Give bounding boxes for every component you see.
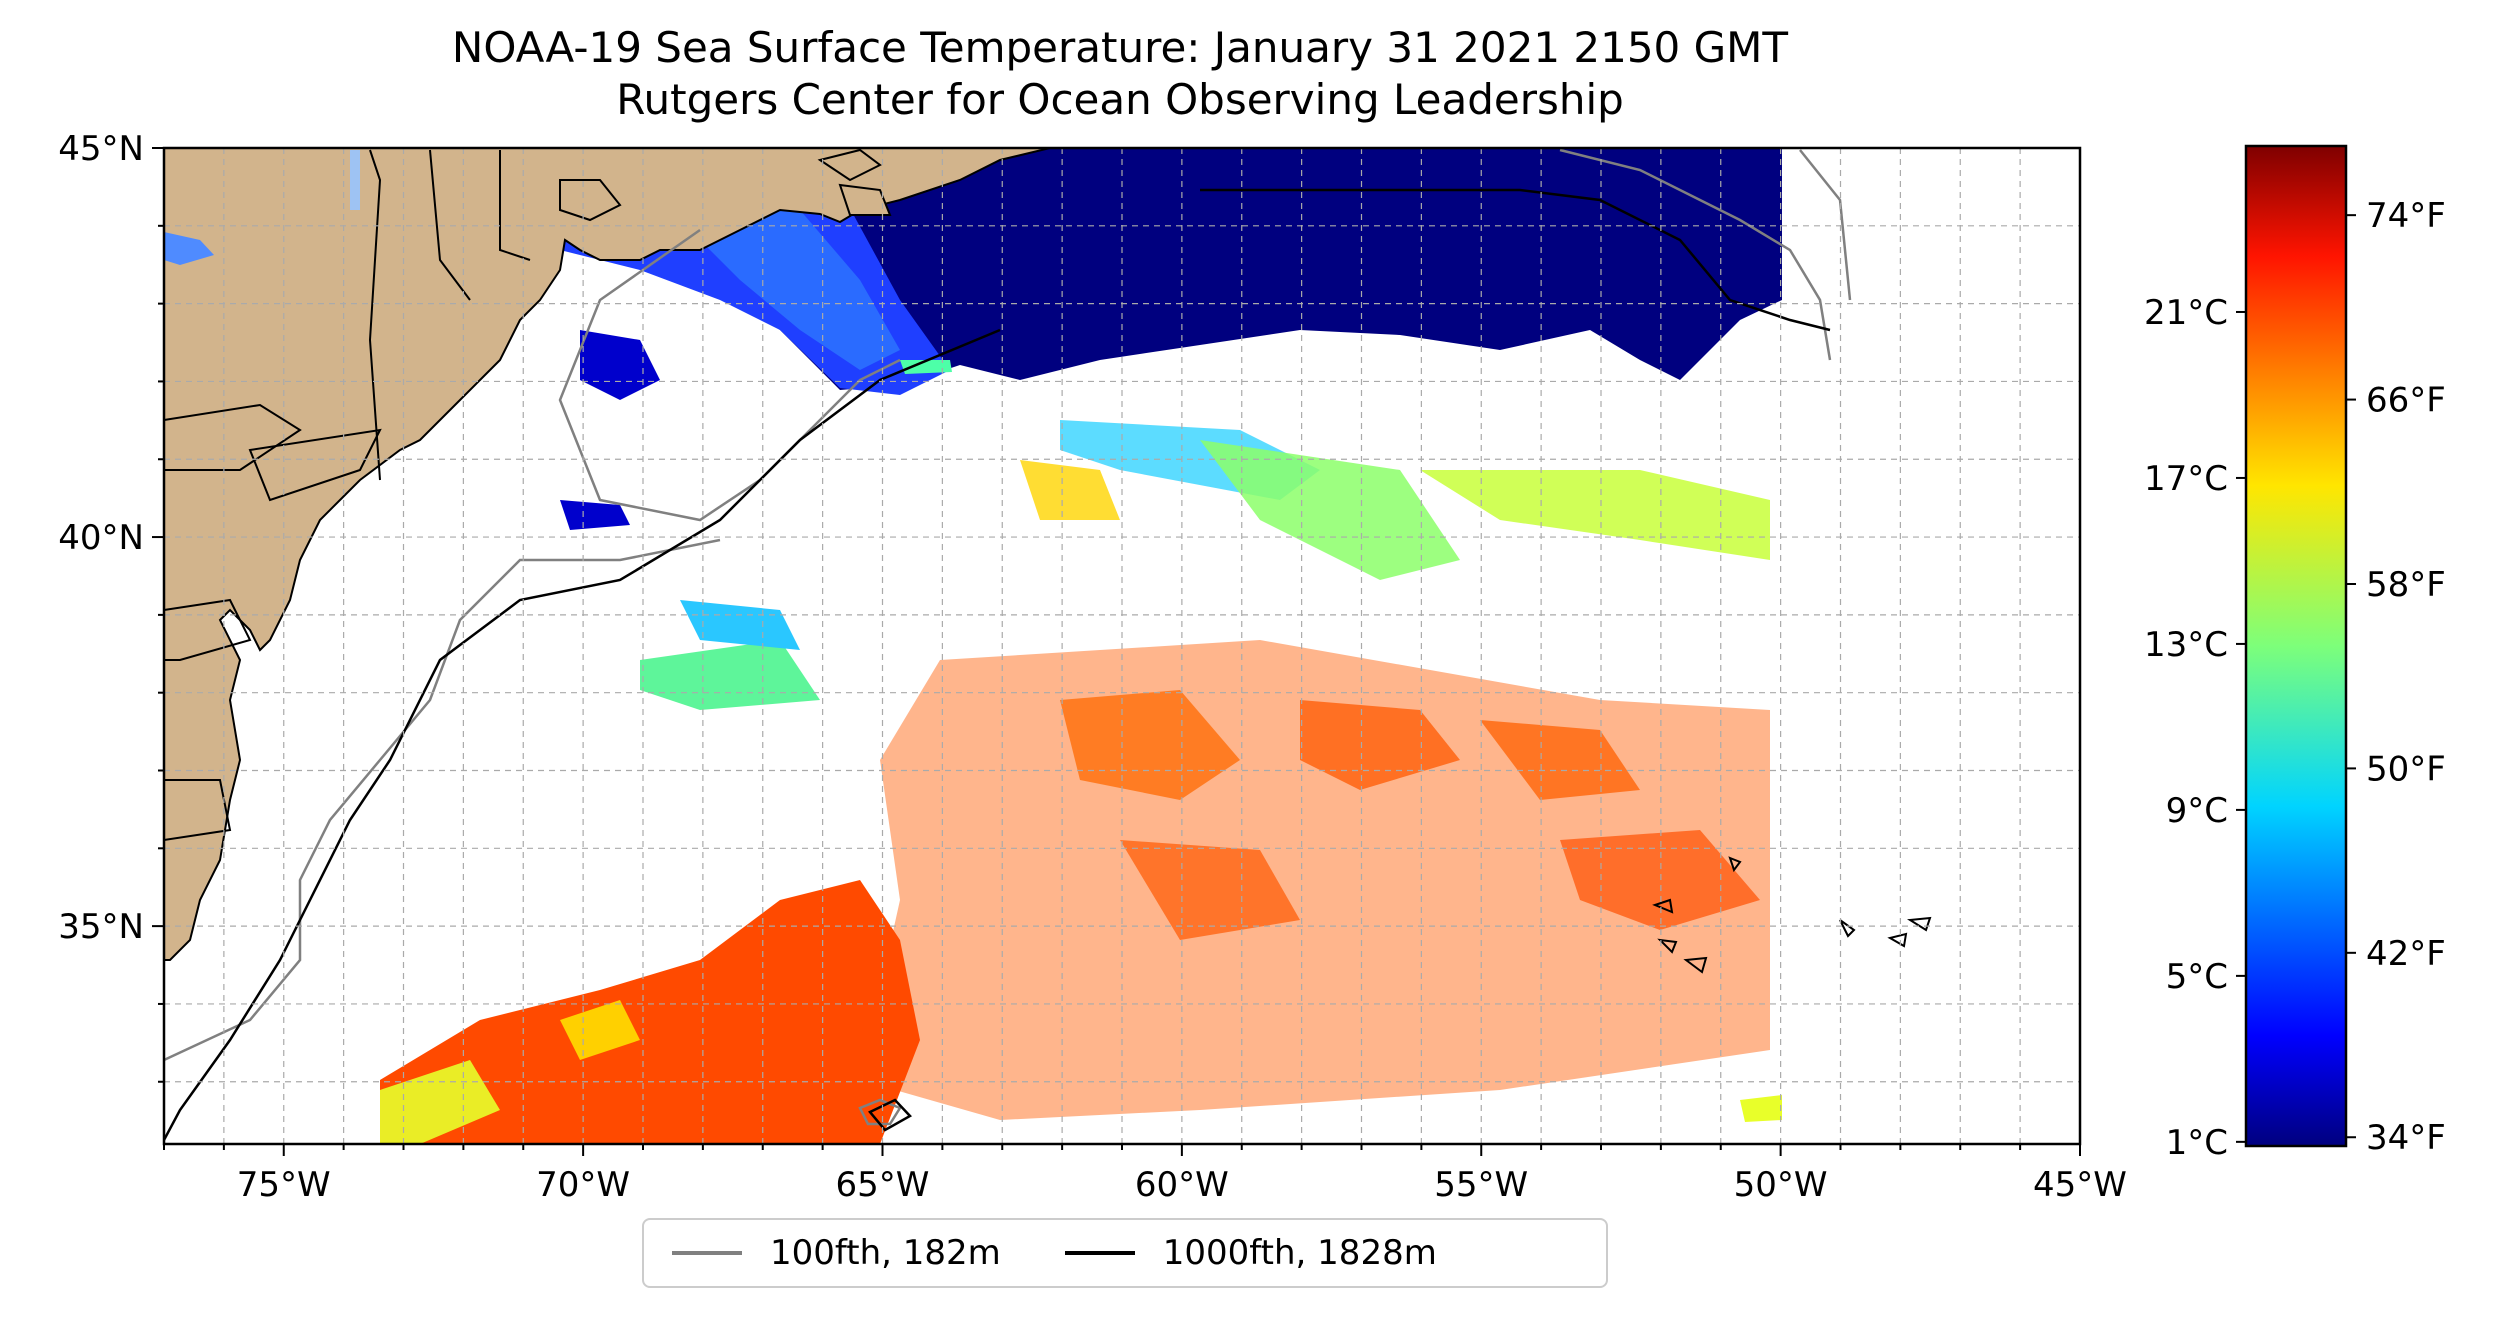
fahrenheit-label: 42°F [2366, 934, 2446, 974]
axis-ticks [152, 147, 2081, 1156]
map-title: NOAA-19 Sea Surface Temperature: January… [0, 22, 2240, 126]
map-area [164, 148, 2080, 1144]
fahrenheit-label: 50°F [2366, 749, 2446, 789]
legend-label-100fth: 100fth, 182m [770, 1233, 1001, 1273]
colorbar-ticks [2236, 214, 2356, 1143]
sst-warm-patches [380, 640, 1782, 1144]
lon-tick-label: 75°W [237, 1165, 331, 1205]
title-line-2: Rutgers Center for Ocean Observing Leade… [616, 75, 1624, 124]
colorbar-fahrenheit-labels: 74°F 66°F 58°F 50°F 42°F 34°F [2366, 196, 2446, 1158]
fahrenheit-label: 66°F [2366, 381, 2446, 421]
celsius-label: 17°C [2144, 459, 2228, 499]
legend-line-gray [672, 1251, 742, 1255]
colorbar-celsius-labels: 21°C 17°C 13°C 9°C 5°C 1°C [2144, 293, 2228, 1163]
fahrenheit-label: 74°F [2366, 196, 2446, 236]
latitude-axis-labels: 45°N 40°N 35°N [58, 129, 144, 947]
legend-label-1000fth: 1000fth, 1828m [1162, 1233, 1437, 1273]
contour-1000fth [164, 188, 1932, 1141]
colorbar [2244, 144, 2348, 1148]
lon-tick-label: 65°W [836, 1165, 930, 1205]
legend-item-1000fth: 1000fth, 1828m [1064, 1233, 1437, 1273]
lon-tick-label: 60°W [1135, 1165, 1229, 1205]
celsius-label: 9°C [2166, 791, 2228, 831]
celsius-label: 1°C [2166, 1123, 2228, 1163]
lon-tick-label: 70°W [536, 1165, 630, 1205]
contour-legend: 100fth, 182m 1000fth, 1828m [642, 1218, 1608, 1288]
lon-tick-label: 45°W [2033, 1165, 2127, 1205]
lat-tick-label: 35°N [58, 907, 144, 947]
legend-line-black [1064, 1251, 1135, 1255]
land-area [164, 148, 1051, 961]
title-line-1: NOAA-19 Sea Surface Temperature: January… [451, 23, 1789, 72]
contour-100fth [164, 148, 1852, 1126]
legend-item-100fth: 100fth, 182m [672, 1233, 1001, 1273]
gridlines [164, 148, 2080, 1144]
celsius-label: 5°C [2166, 957, 2228, 997]
longitude-axis-labels: 75°W 70°W 65°W 60°W 55°W 50°W 45°W [237, 1165, 2127, 1205]
fahrenheit-label: 58°F [2366, 565, 2446, 605]
celsius-label: 21°C [2144, 293, 2228, 333]
fahrenheit-label: 34°F [2366, 1118, 2446, 1158]
lon-tick-label: 50°W [1734, 1165, 1828, 1205]
lat-tick-label: 40°N [58, 518, 144, 558]
lat-tick-label: 45°N [58, 129, 144, 169]
lon-tick-label: 55°W [1434, 1165, 1528, 1205]
celsius-label: 13°C [2144, 625, 2228, 665]
